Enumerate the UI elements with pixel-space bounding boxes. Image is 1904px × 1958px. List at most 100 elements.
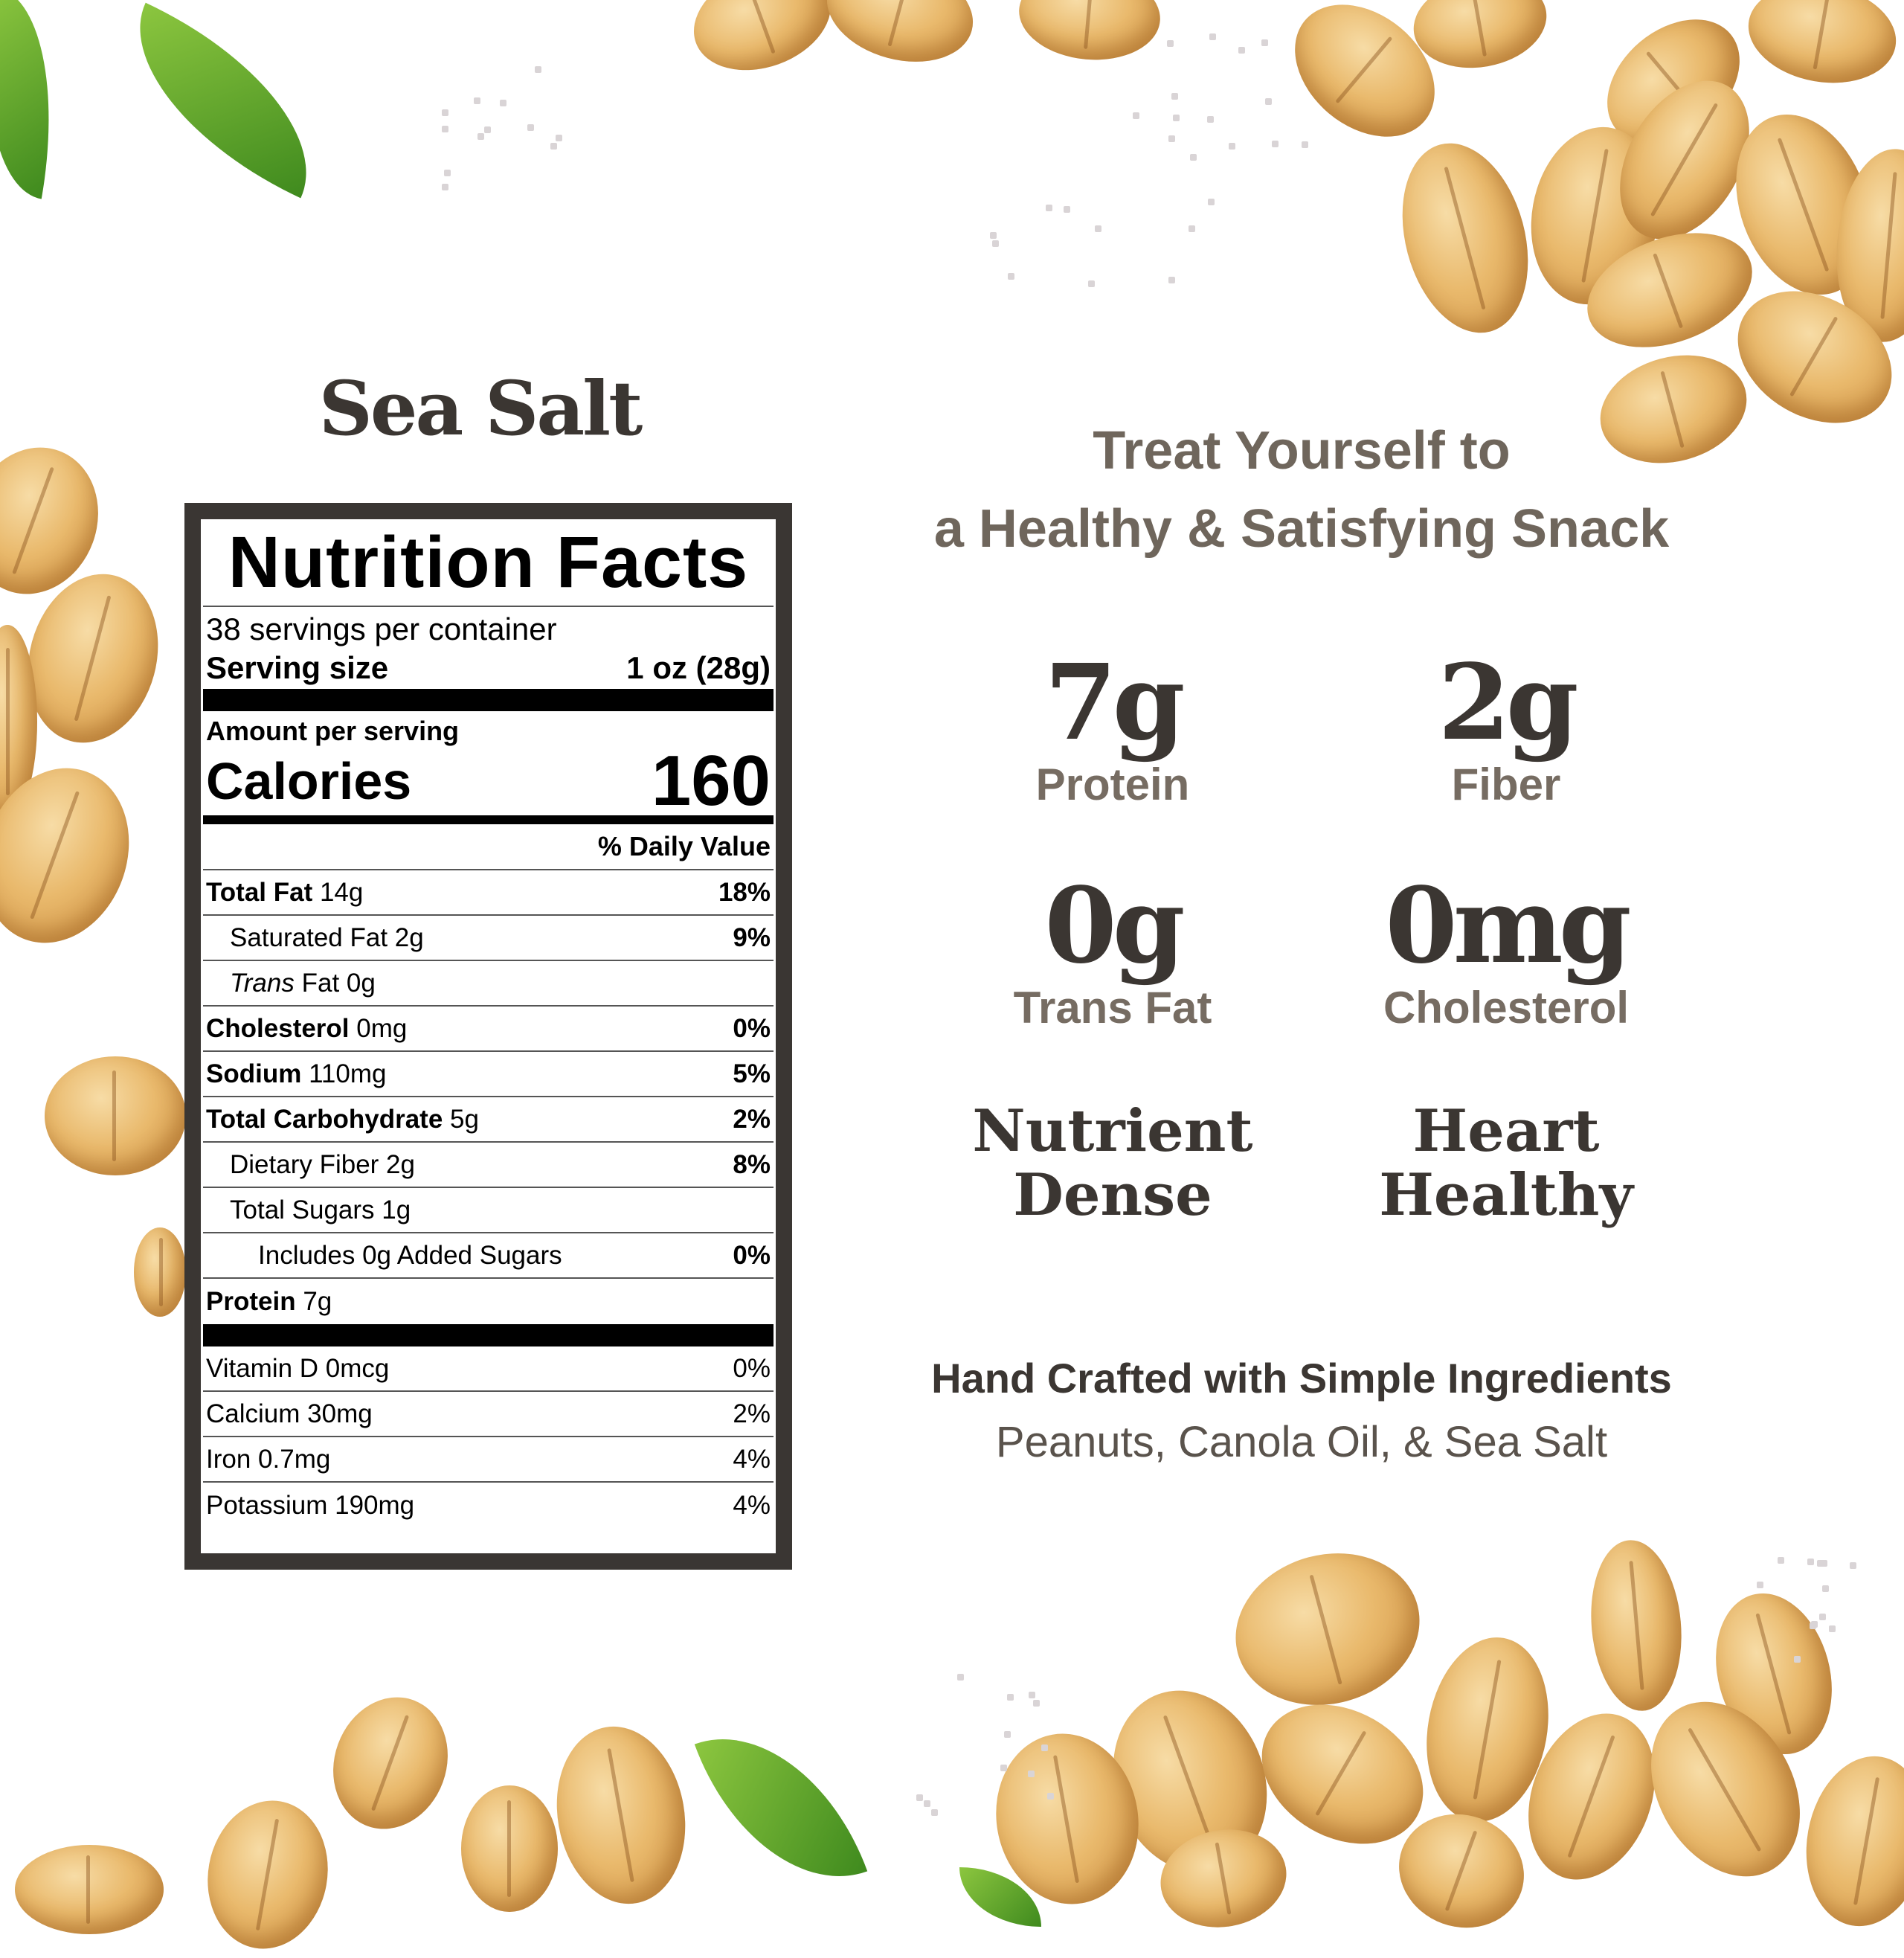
vitamin-row: Iron 0.7mg 4% xyxy=(203,1437,774,1483)
amount-per-serving: Amount per serving xyxy=(206,716,459,747)
peanut-image xyxy=(15,1845,164,1934)
salt-crystal xyxy=(444,170,451,176)
nutrient-rows: Total Fat 14g 18% Saturated Fat 2g 9% Tran… xyxy=(203,870,774,1324)
salt-crystal xyxy=(1041,1744,1048,1751)
stat-label: Trans Fat xyxy=(890,982,1336,1034)
salt-crystal xyxy=(442,184,448,190)
claim-nutrient-dense: Nutrient Dense xyxy=(890,1100,1336,1227)
flavor-title: Sea Salt xyxy=(0,365,959,452)
salt-crystal xyxy=(556,135,562,141)
salt-crystal xyxy=(1088,280,1095,287)
vitamin-name: Potassium 190mg xyxy=(206,1491,414,1521)
vitamin-name: Iron 0.7mg xyxy=(206,1445,330,1474)
nutrient-row: Protein 7g xyxy=(203,1279,774,1324)
vitamin-row: Potassium 190mg 4% xyxy=(203,1483,774,1528)
nutrient-row: Total Fat 14g 18% xyxy=(203,870,774,916)
salt-crystal xyxy=(916,1794,923,1801)
salt-crystal xyxy=(1829,1625,1836,1632)
peanut-image xyxy=(196,1791,339,1958)
nutrient-name: Total Fat xyxy=(206,878,312,907)
nutrient-row: Sodium 110mg 5% xyxy=(203,1052,774,1097)
salt-crystal xyxy=(1028,1771,1035,1777)
salt-crystal xyxy=(484,126,491,133)
nutrient-row: Total Sugars 1g xyxy=(203,1188,774,1233)
salt-crystal xyxy=(1822,1585,1829,1592)
salt-crystal xyxy=(535,66,541,73)
headline-line1: Treat Yourself to xyxy=(855,420,1748,481)
nutrient-dv: 9% xyxy=(733,923,771,953)
nutrient-row: Dietary Fiber 2g 8% xyxy=(203,1143,774,1188)
salt-crystal xyxy=(1168,277,1175,283)
stat-label: Cholesterol xyxy=(1283,982,1729,1034)
vitamin-name: Vitamin D 0mcg xyxy=(206,1354,389,1384)
peanut-image xyxy=(1584,1536,1688,1715)
salt-crystal xyxy=(1209,33,1216,40)
nutrient-name: Cholesterol xyxy=(206,1014,350,1043)
stat-label: Protein xyxy=(890,759,1336,811)
salt-crystal xyxy=(527,124,534,131)
salt-crystal xyxy=(1811,1621,1818,1628)
nutrient-amount: 110mg xyxy=(309,1059,386,1088)
divider xyxy=(203,689,774,711)
salt-crystal xyxy=(1229,143,1235,150)
peanut-image xyxy=(134,1227,186,1317)
stat-trans-fat: 0g Trans Fat xyxy=(890,870,1336,1034)
salt-crystal xyxy=(1208,199,1215,205)
peanut-image xyxy=(543,1716,698,1914)
nutrient-name: Fat 0g xyxy=(302,969,376,998)
claim-heart-healthy: Heart Healthy xyxy=(1283,1100,1729,1227)
salt-crystal xyxy=(1047,1793,1054,1800)
leaf-image xyxy=(0,0,77,199)
divider xyxy=(203,1324,774,1346)
peanut-image xyxy=(1383,129,1548,347)
claim-line: Heart xyxy=(1283,1100,1729,1163)
stat-value: 0mg xyxy=(1283,870,1729,982)
salt-crystal xyxy=(550,143,557,150)
salt-crystal xyxy=(1033,1700,1040,1707)
leaf-image xyxy=(98,3,347,199)
nutrient-amount: 14g xyxy=(320,878,363,907)
nutrient-name: Total Sugars 1g xyxy=(230,1195,411,1225)
vitamin-rows: Vitamin D 0mcg 0% Calcium 30mg 2% Iron 0.7… xyxy=(203,1346,774,1528)
calories-label: Calories xyxy=(206,751,411,811)
nutrient-row: Cholesterol 0mg 0% xyxy=(203,1007,774,1052)
salt-crystal xyxy=(1261,39,1268,46)
salt-crystal xyxy=(1064,206,1070,213)
salt-crystal xyxy=(1302,141,1308,148)
salt-crystal xyxy=(1778,1557,1784,1564)
salt-crystal xyxy=(957,1674,964,1681)
nutrient-name: Dietary Fiber 2g xyxy=(230,1150,415,1180)
daily-value-header: % Daily Value xyxy=(598,831,771,862)
salt-crystal xyxy=(1189,225,1195,232)
salt-crystal xyxy=(1004,1731,1011,1738)
peanut-image xyxy=(679,0,845,89)
claim-line: Dense xyxy=(890,1163,1336,1227)
stat-value: 0g xyxy=(890,870,1336,982)
nutrient-name-italic: Trans xyxy=(230,969,295,998)
stat-value: 2g xyxy=(1283,647,1729,759)
salt-crystal xyxy=(442,126,448,132)
nutrient-dv: 8% xyxy=(733,1150,771,1180)
salt-crystal xyxy=(1757,1582,1763,1588)
servings-per-container: 38 servings per container xyxy=(206,612,557,647)
salt-crystal xyxy=(1207,116,1214,123)
nutrient-dv: 5% xyxy=(733,1059,771,1089)
headline-line2: a Healthy & Satisfying Snack xyxy=(855,498,1748,559)
salt-crystal xyxy=(1807,1559,1814,1565)
salt-crystal xyxy=(1046,205,1052,211)
salt-crystal xyxy=(477,133,484,140)
peanut-image xyxy=(461,1785,558,1912)
peanut-image xyxy=(315,1681,466,1845)
vitamin-row: Vitamin D 0mcg 0% xyxy=(203,1346,774,1392)
claim-line: Healthy xyxy=(1283,1163,1729,1227)
vitamin-dv: 0% xyxy=(733,1354,771,1384)
salt-crystal xyxy=(1168,135,1175,142)
salt-crystal xyxy=(1819,1614,1826,1620)
salt-crystal xyxy=(500,100,506,106)
salt-crystal xyxy=(474,97,480,104)
salt-crystal xyxy=(1850,1562,1856,1569)
peanut-image xyxy=(1793,1747,1904,1936)
vitamin-dv: 4% xyxy=(733,1445,771,1474)
stat-fiber: 2g Fiber xyxy=(1283,647,1729,811)
salt-crystal xyxy=(1265,98,1272,105)
